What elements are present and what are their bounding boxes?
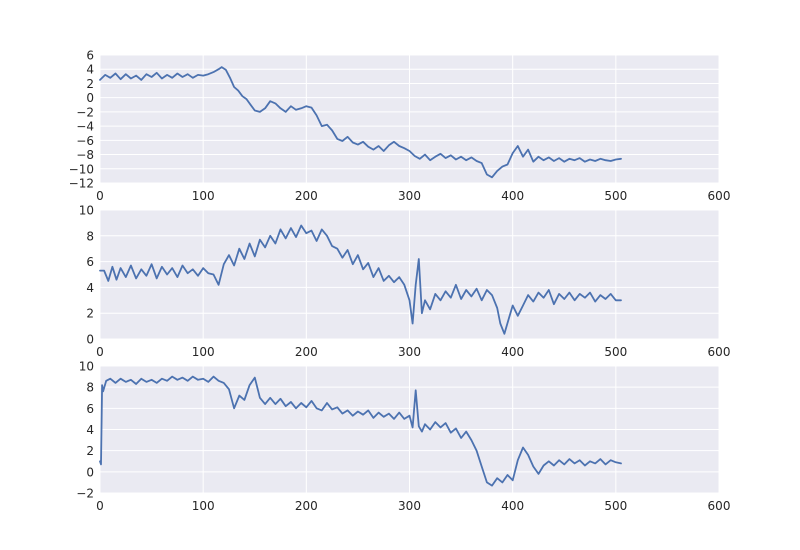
y-tick-label: 8 xyxy=(86,229,94,243)
x-tick-label: 500 xyxy=(604,345,627,359)
x-tick-label: 200 xyxy=(295,345,318,359)
y-tick-label: 2 xyxy=(86,307,94,321)
y-tick-label: 6 xyxy=(86,49,94,63)
y-tick-label: −2 xyxy=(76,105,94,119)
y-tick-label: 2 xyxy=(86,77,94,91)
x-tick-label: 300 xyxy=(398,499,421,513)
series-line xyxy=(99,375,622,487)
x-tick-label: 300 xyxy=(398,189,421,203)
x-tick-label: 600 xyxy=(708,189,731,203)
x-tick-label: 100 xyxy=(192,345,215,359)
x-tick-label: 400 xyxy=(501,189,524,203)
y-tick-label: 4 xyxy=(86,63,94,77)
y-tick-label: 8 xyxy=(86,381,94,395)
y-tick-label: −2 xyxy=(76,487,94,501)
subplot-2: 0 100 200 300 400 500 600 0 2 4 6 8 10 xyxy=(79,204,731,360)
y-tick-label: −12 xyxy=(69,177,94,191)
y-tick-label: 0 xyxy=(86,333,94,347)
x-tick-label: 100 xyxy=(192,189,215,203)
y-tick-label: 0 xyxy=(86,91,94,105)
y-tick-label: 4 xyxy=(86,281,94,295)
y-tick-label: −8 xyxy=(76,148,94,162)
y-tick-label: 10 xyxy=(79,360,94,374)
series-line xyxy=(99,66,622,179)
x-tick-label: 600 xyxy=(708,345,731,359)
x-tick-label: 0 xyxy=(96,499,104,513)
x-tick-label: 400 xyxy=(501,499,524,513)
y-tick-label: 6 xyxy=(86,402,94,416)
x-tick-label: 200 xyxy=(295,189,318,203)
series-line xyxy=(99,224,622,335)
y-tick-label: 0 xyxy=(86,465,94,479)
y-tick-label: 4 xyxy=(86,423,94,437)
x-tick-label: 500 xyxy=(604,499,627,513)
x-tick-label: 300 xyxy=(398,345,421,359)
y-tick-label: 6 xyxy=(86,255,94,269)
y-tick-label: −4 xyxy=(76,120,94,134)
x-tick-label: 0 xyxy=(96,189,104,203)
y-tick-label: 10 xyxy=(79,204,94,218)
x-tick-label: 500 xyxy=(604,189,627,203)
y-tick-label: 2 xyxy=(86,444,94,458)
x-tick-label: 100 xyxy=(192,499,215,513)
y-tick-label: −10 xyxy=(69,162,94,176)
y-tick-label: −6 xyxy=(76,134,94,148)
x-tick-label: 600 xyxy=(708,499,731,513)
x-tick-label: 200 xyxy=(295,499,318,513)
x-tick-label: 400 xyxy=(501,345,524,359)
x-tick-label: 0 xyxy=(96,345,104,359)
